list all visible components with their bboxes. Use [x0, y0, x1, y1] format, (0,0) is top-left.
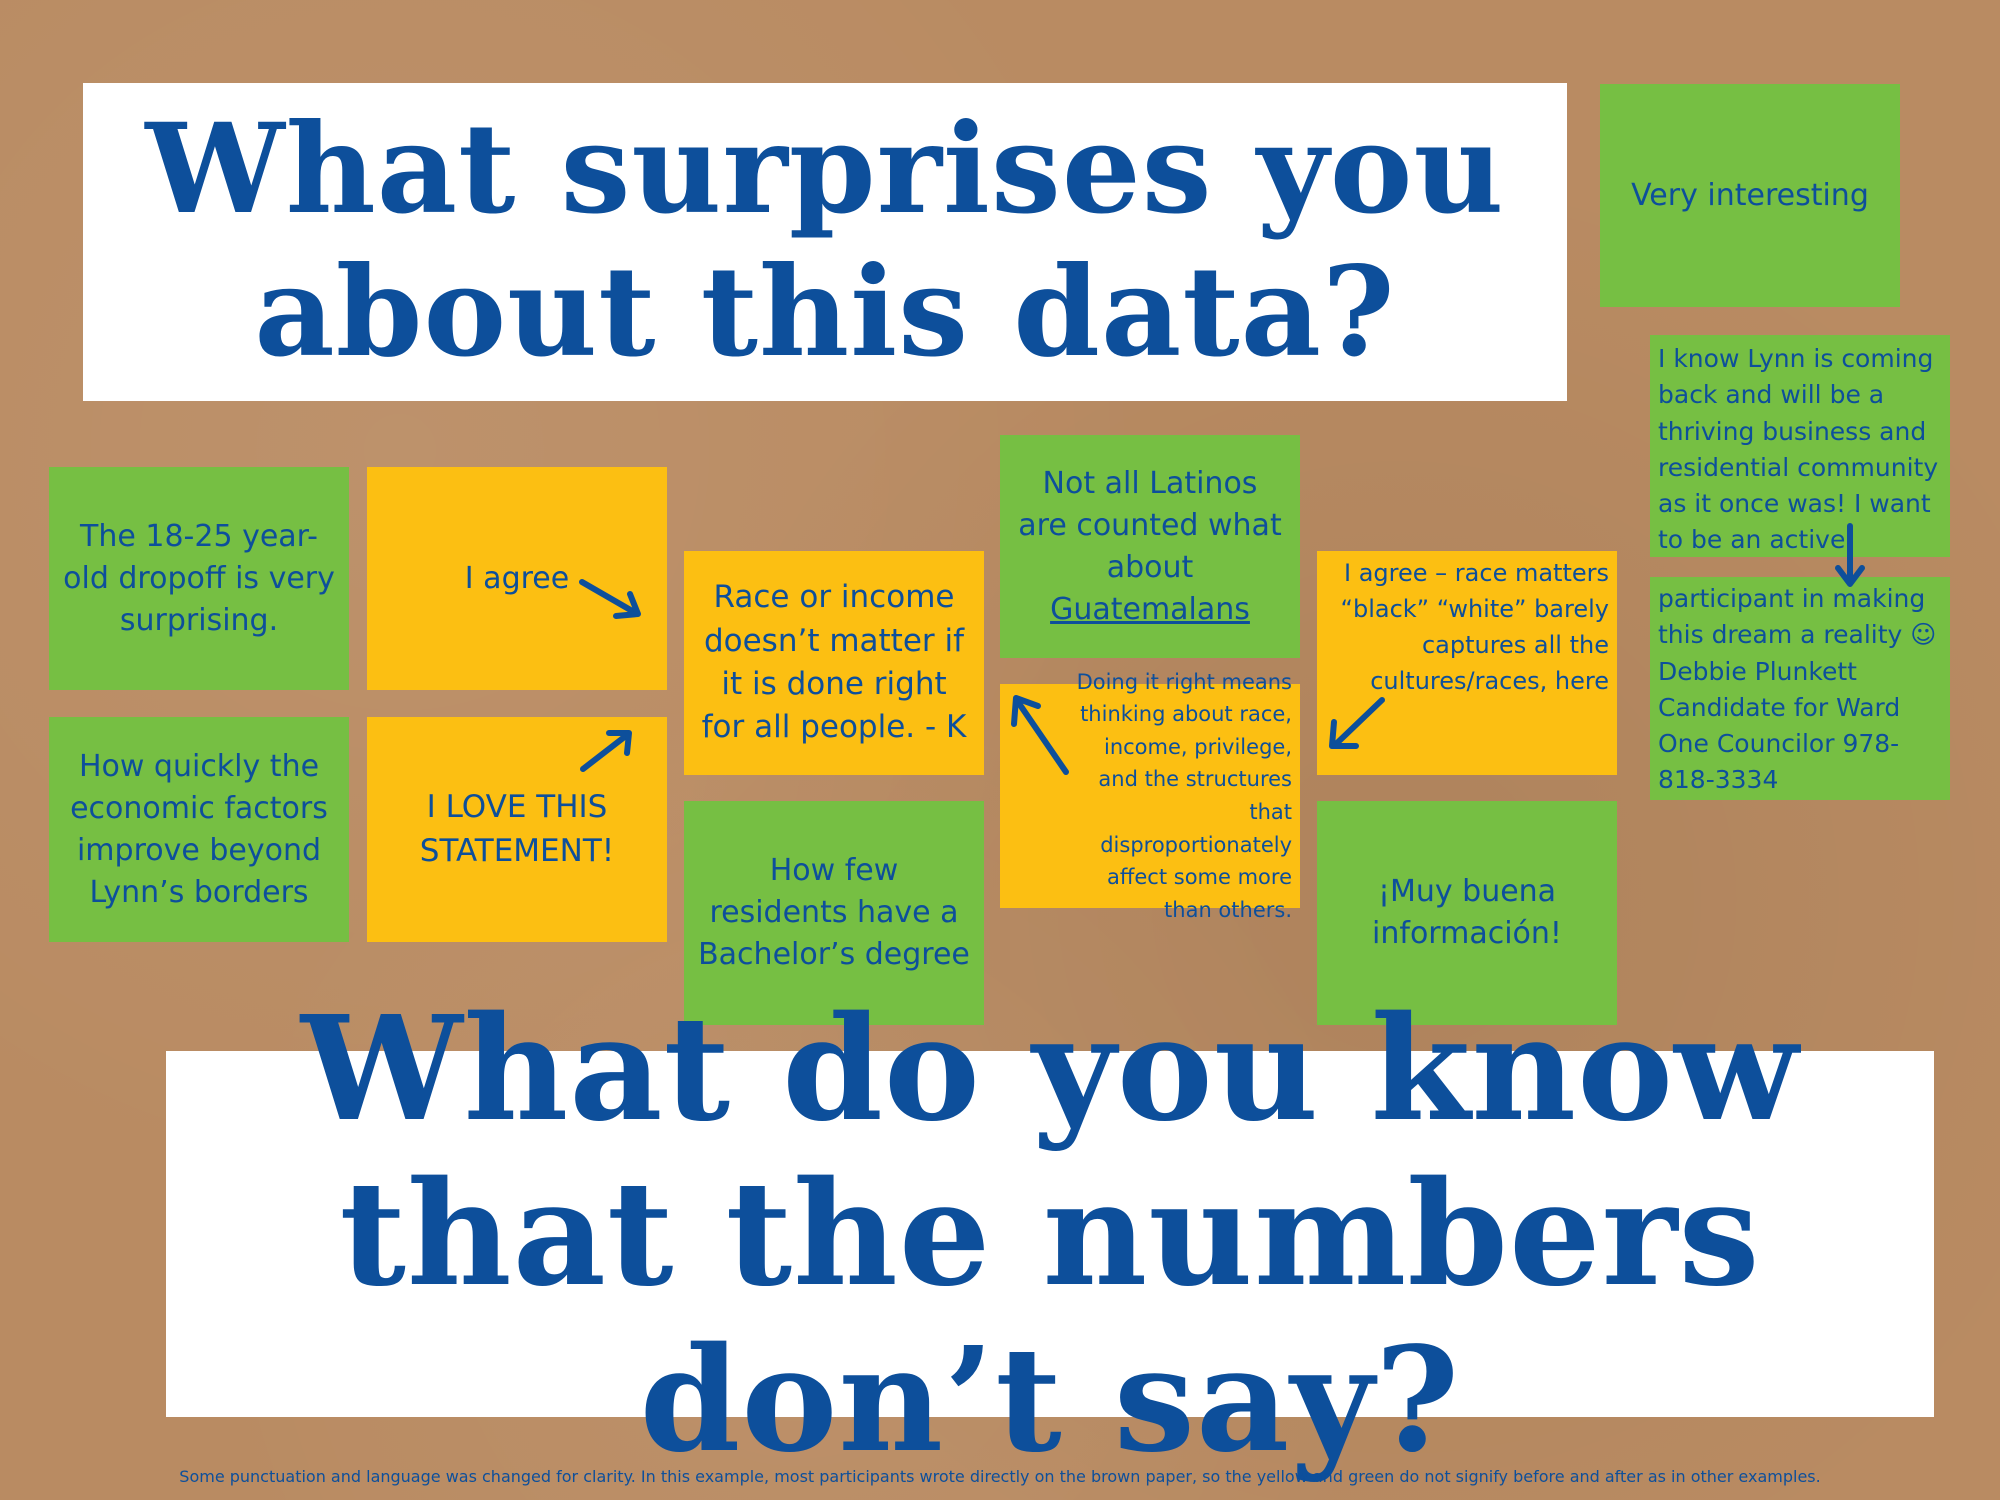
note-text-prefix: Not all Latinos are counted what about	[1018, 465, 1282, 585]
sticky-note-i-agree: I agree	[367, 467, 667, 690]
note-text: Doing it right means thinking about race…	[1076, 669, 1292, 922]
arrow-up-left-icon	[1011, 695, 1069, 775]
note-text: The 18-25 year-old dropoff is very surpr…	[63, 518, 335, 638]
note-text: Very interesting	[1631, 177, 1869, 213]
banner-question-surprises: What surprises you about this data?	[83, 83, 1567, 401]
arrow-up-right-icon	[580, 730, 632, 772]
sticky-note-bachelors-degree: How few residents have a Bachelor’s degr…	[684, 801, 984, 1025]
sticky-note-race-income: Race or income doesn’t matter if it is d…	[684, 551, 984, 775]
note-text: I agree	[464, 560, 570, 596]
arrow-right-down-icon	[579, 579, 641, 619]
sticky-note-economic-factors: How quickly the economic factors improve…	[49, 717, 349, 942]
footnote: Some punctuation and language was change…	[179, 1467, 1821, 1486]
sticky-note-debbie-plunkett: participant in making this dream a reali…	[1650, 577, 1950, 800]
note-text: I know Lynn is coming back and will be a…	[1658, 344, 1939, 555]
note-text: I agree – race matters “black” “white” b…	[1340, 559, 1609, 695]
banner-question-numbers-text: What do you know that the numbers don’t …	[300, 983, 1800, 1484]
sticky-note-latinos: Not all Latinos are counted what about G…	[1000, 435, 1300, 658]
sticky-note-dropoff: The 18-25 year-old dropoff is very surpr…	[49, 467, 349, 690]
arrow-down-icon	[1835, 523, 1865, 587]
note-text: ¡Muy buena información!	[1372, 874, 1562, 951]
note-text: Race or income doesn’t matter if it is d…	[701, 579, 967, 746]
sticky-note-lynn-coming-back: I know Lynn is coming back and will be a…	[1650, 335, 1950, 557]
sticky-note-doing-it-right: Doing it right means thinking about race…	[1000, 670, 1300, 922]
note-text-underlined: Guatemalans	[1050, 591, 1250, 627]
arrow-down-left-icon	[1329, 697, 1385, 749]
banner-question-numbers: What do you know that the numbers don’t …	[166, 985, 1934, 1482]
sticky-note-very-interesting: Very interesting	[1600, 84, 1900, 307]
banner-question-surprises-text: What surprises you about this data?	[145, 97, 1505, 385]
note-text: participant in making this dream a reali…	[1658, 584, 1937, 795]
sticky-note-race-matters: I agree – race matters “black” “white” b…	[1317, 551, 1617, 775]
sticky-note-muy-buena: ¡Muy buena información!	[1317, 801, 1617, 1025]
note-text: I LOVE THIS STATEMENT!	[419, 789, 615, 869]
note-text: Not all Latinos are counted what about G…	[1014, 463, 1286, 631]
sticky-note-love-statement: I LOVE THIS STATEMENT!	[367, 717, 667, 942]
note-text: How quickly the economic factors improve…	[70, 748, 328, 910]
note-text: How few residents have a Bachelor’s degr…	[698, 853, 970, 972]
